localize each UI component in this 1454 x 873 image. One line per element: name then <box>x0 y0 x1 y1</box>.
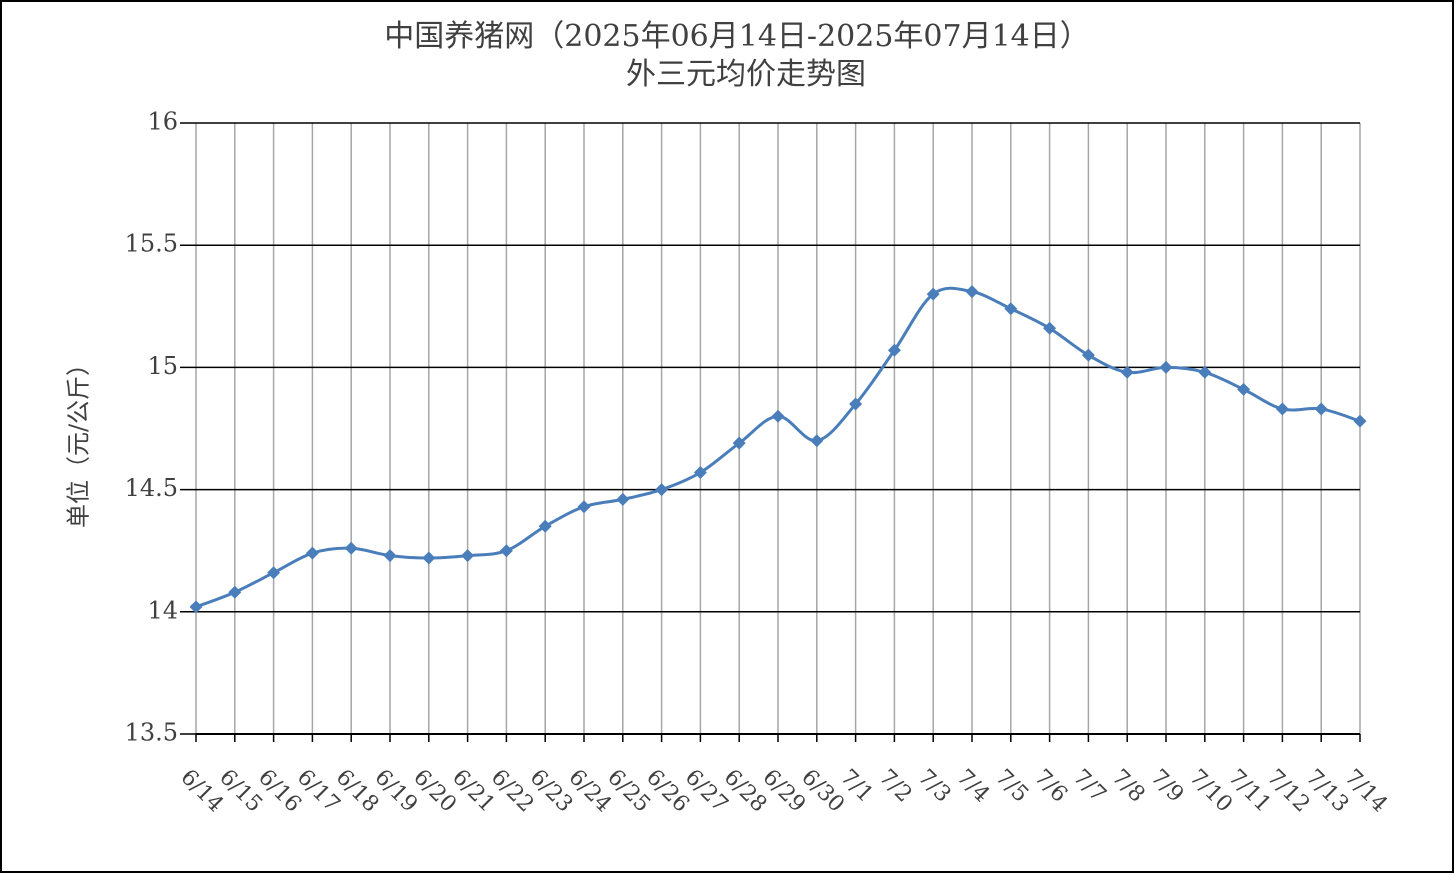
marker <box>267 566 281 580</box>
marker <box>1275 402 1289 416</box>
marker <box>771 409 785 423</box>
marker <box>422 551 436 565</box>
marker <box>1237 382 1251 396</box>
marker <box>577 500 591 514</box>
marker <box>344 541 358 555</box>
marker <box>1043 321 1057 335</box>
marker <box>810 434 824 448</box>
y-tick-label: 16 <box>147 108 178 136</box>
y-axis-label: 单位（元/公斤） <box>65 352 93 528</box>
marker <box>887 343 901 357</box>
marker <box>1159 360 1173 374</box>
y-tick-label: 14.5 <box>125 474 178 502</box>
marker <box>1353 414 1367 428</box>
marker <box>1081 348 1095 362</box>
marker <box>926 287 940 301</box>
y-tick-label: 15.5 <box>125 230 178 258</box>
marker <box>228 585 242 599</box>
marker <box>538 519 552 533</box>
marker <box>693 465 707 479</box>
marker <box>965 285 979 299</box>
chart-title: 中国养猪网（2025年06月14日-2025年07月14日） <box>384 19 1090 54</box>
marker <box>383 549 397 563</box>
marker <box>616 492 630 506</box>
y-tick-label: 14 <box>147 596 178 624</box>
y-tick-label: 15 <box>147 352 178 380</box>
marker <box>1198 365 1212 379</box>
marker <box>499 544 513 558</box>
marker <box>1120 365 1134 379</box>
marker <box>189 600 203 614</box>
marker <box>849 397 863 411</box>
marker <box>461 549 475 563</box>
chart-subtitle: 外三元均价走势图 <box>626 57 866 92</box>
marker <box>655 483 669 497</box>
marker <box>1314 402 1328 416</box>
marker <box>305 546 319 560</box>
marker <box>1004 302 1018 316</box>
marker <box>732 436 746 450</box>
y-tick-label: 13.5 <box>125 719 178 747</box>
